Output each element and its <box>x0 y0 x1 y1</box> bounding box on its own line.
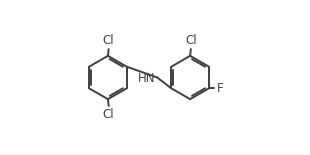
Text: Cl: Cl <box>185 34 197 47</box>
Text: HN: HN <box>138 73 156 86</box>
Text: Cl: Cl <box>103 108 114 121</box>
Text: F: F <box>217 82 224 95</box>
Text: Cl: Cl <box>103 34 114 47</box>
